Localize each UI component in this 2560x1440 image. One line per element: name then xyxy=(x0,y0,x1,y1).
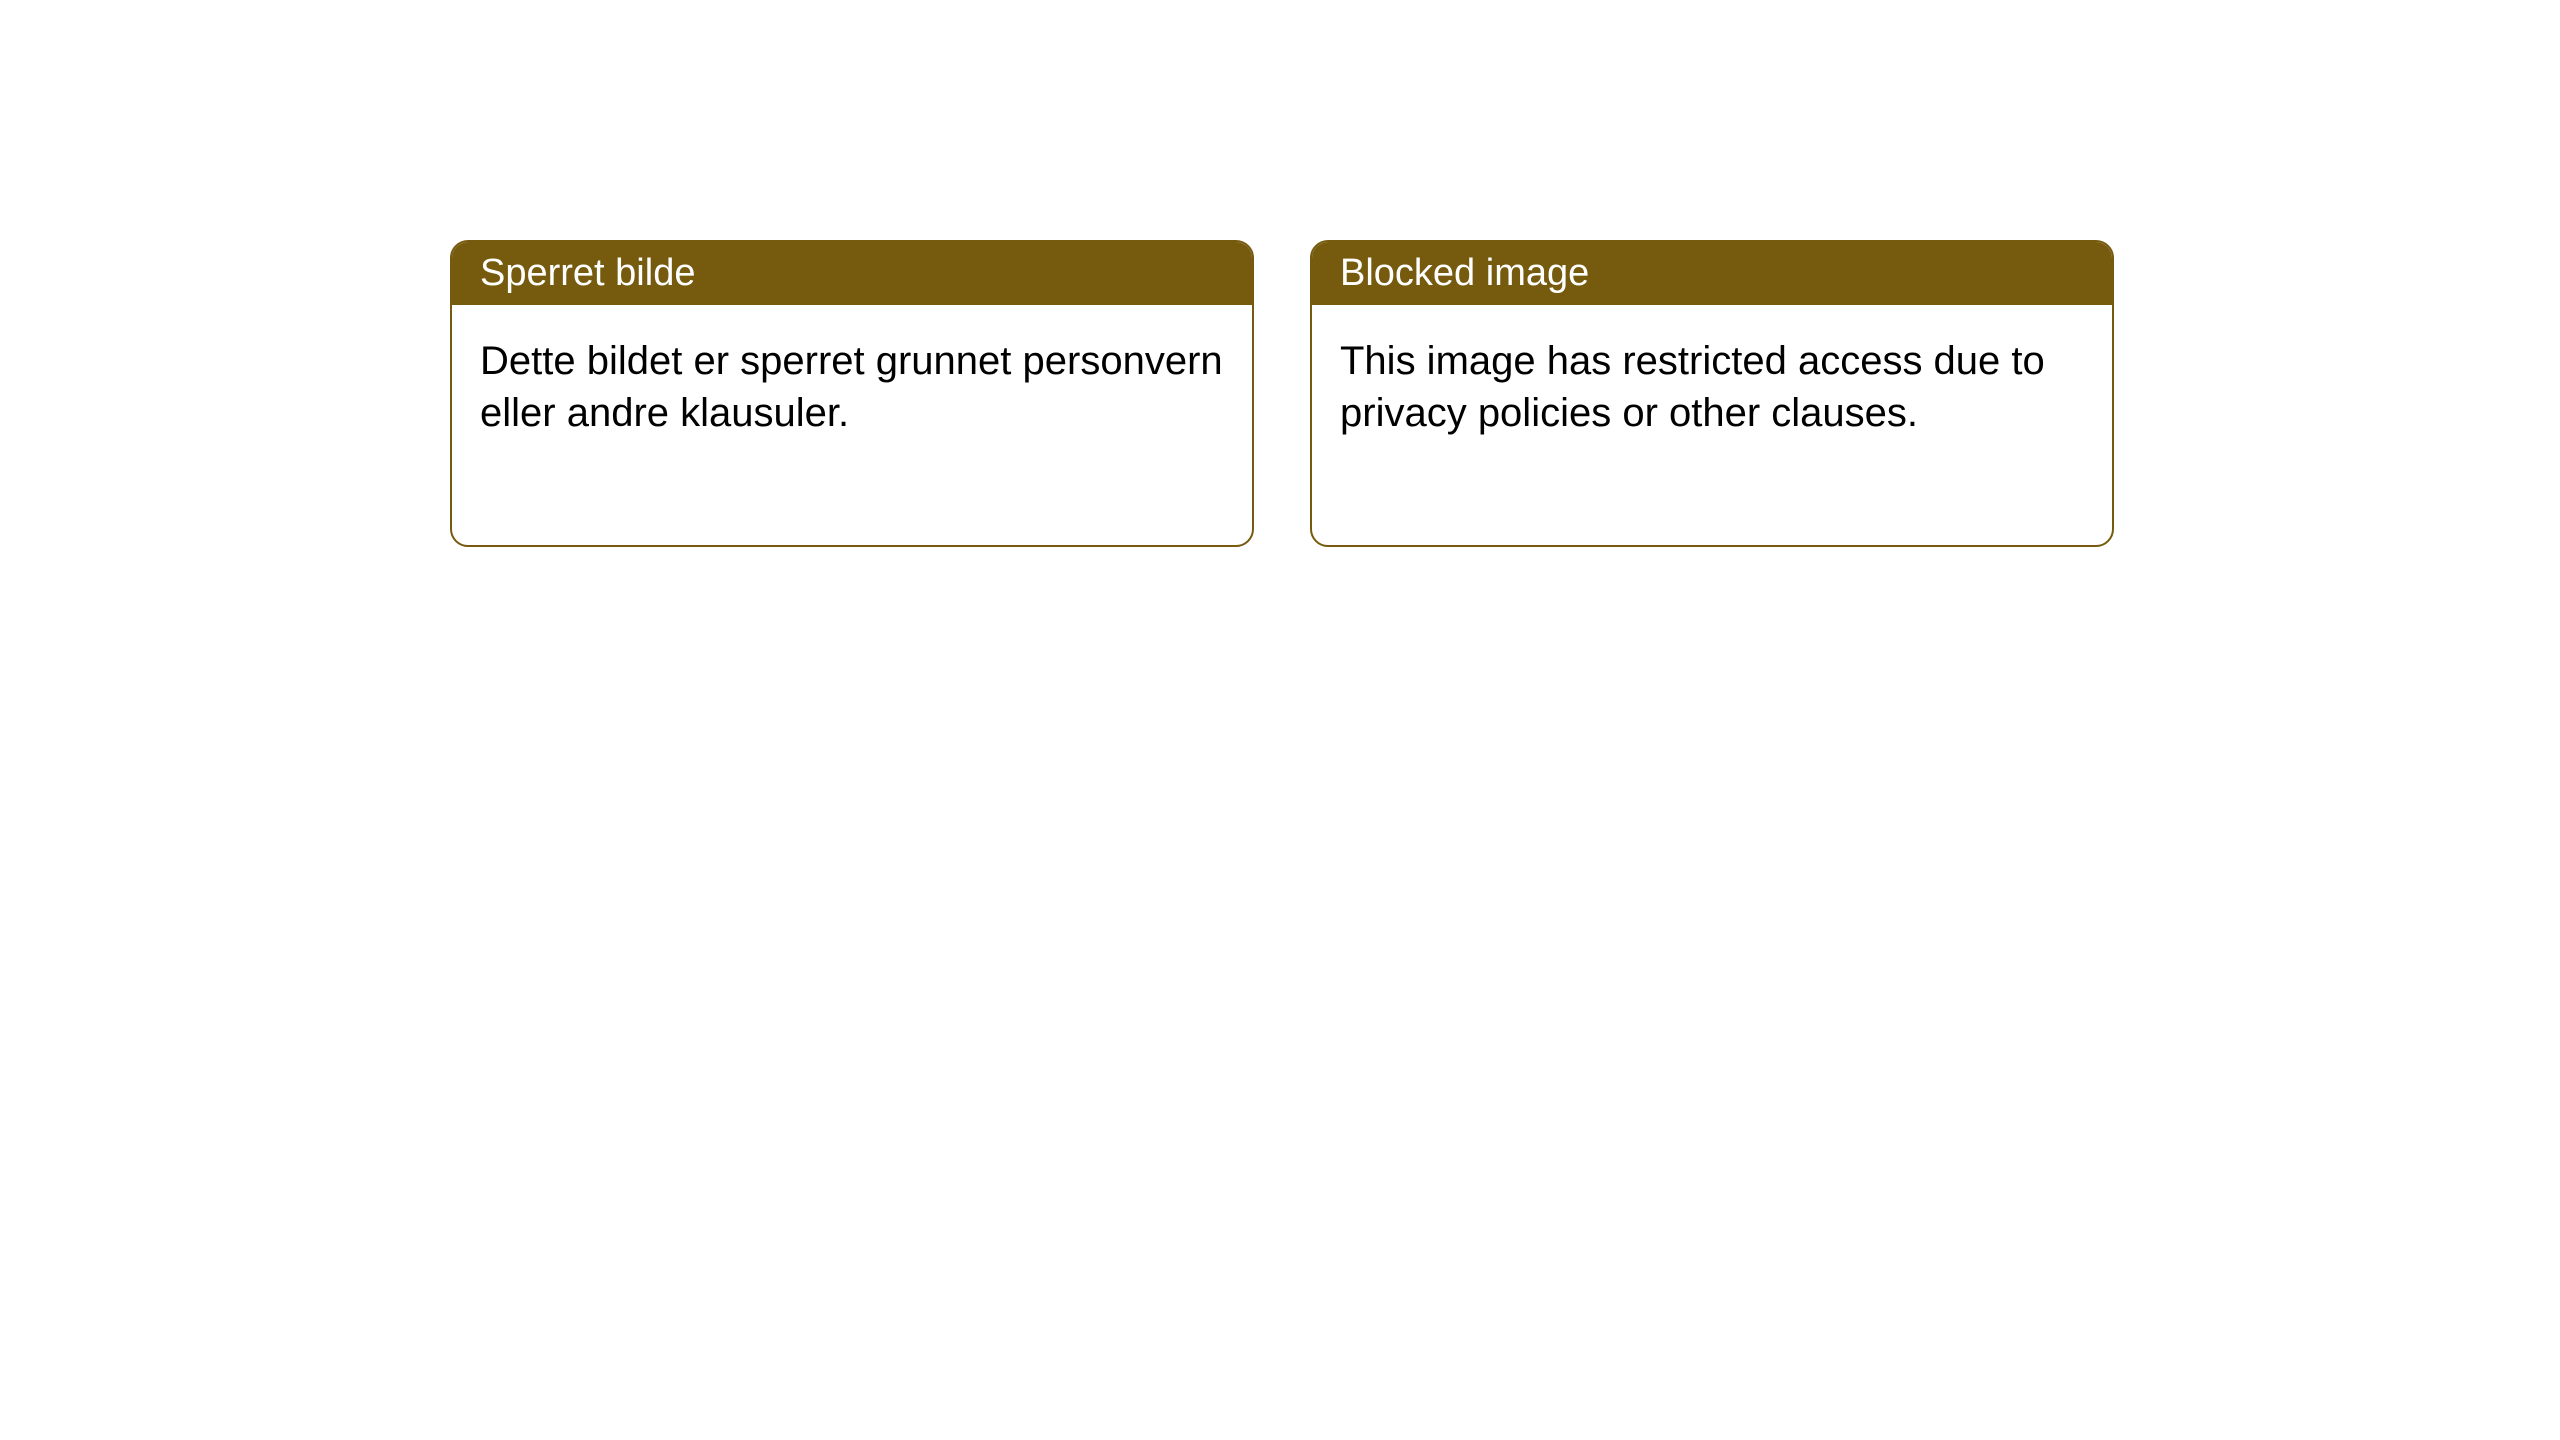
notice-card-norwegian: Sperret bilde Dette bildet er sperret gr… xyxy=(450,240,1254,547)
notice-text-english: This image has restricted access due to … xyxy=(1340,339,2045,435)
notice-container: Sperret bilde Dette bildet er sperret gr… xyxy=(450,240,2114,547)
notice-title-english: Blocked image xyxy=(1340,252,1589,294)
notice-card-english: Blocked image This image has restricted … xyxy=(1310,240,2114,547)
notice-header-norwegian: Sperret bilde xyxy=(452,242,1252,305)
notice-body-norwegian: Dette bildet er sperret grunnet personve… xyxy=(452,305,1252,545)
notice-header-english: Blocked image xyxy=(1312,242,2112,305)
notice-text-norwegian: Dette bildet er sperret grunnet personve… xyxy=(480,339,1223,435)
notice-title-norwegian: Sperret bilde xyxy=(480,252,695,294)
notice-body-english: This image has restricted access due to … xyxy=(1312,305,2112,545)
